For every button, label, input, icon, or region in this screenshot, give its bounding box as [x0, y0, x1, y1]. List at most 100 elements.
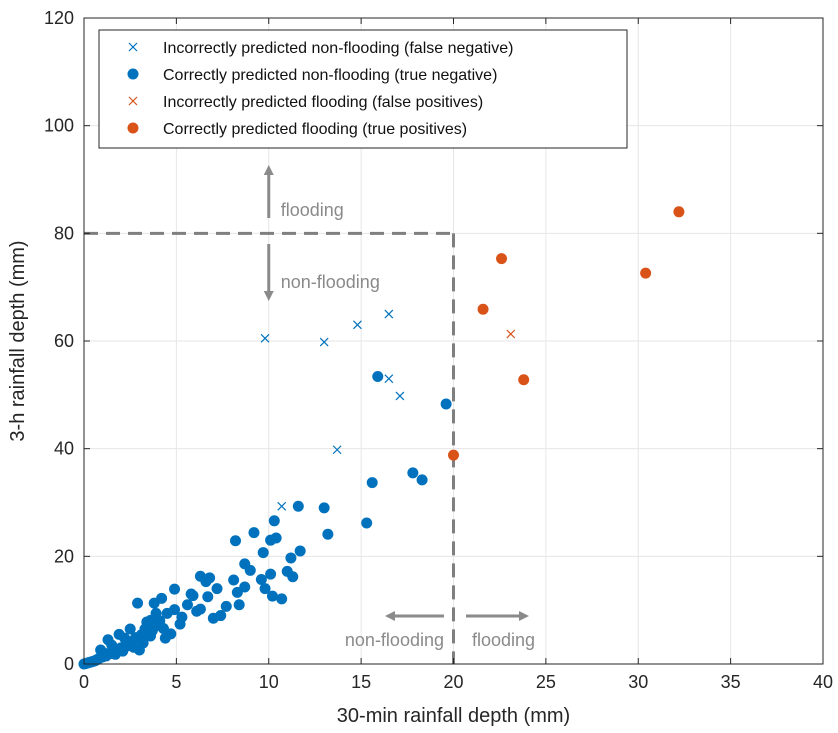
data-point-dot	[640, 267, 652, 279]
data-point-dot	[248, 527, 260, 539]
tick-labels: 0 5 10 15 20 25 30 35 40 0 20 40 60 80 100 120	[44, 8, 833, 692]
data-point-dot	[259, 583, 271, 595]
data-point-dot	[150, 607, 162, 619]
legend-box	[98, 29, 628, 149]
x-marker-stroke	[277, 501, 287, 511]
data-point-dot	[148, 597, 160, 609]
data-point-dot	[98, 647, 110, 659]
x-marker-stroke	[260, 333, 270, 343]
legend-label: Correctly predicted non-flooding (true n…	[163, 67, 497, 84]
data-point-dot	[518, 374, 530, 386]
data-point-dot	[120, 636, 132, 648]
data-point-dot	[361, 517, 373, 529]
y-tick-label: 0	[64, 654, 74, 674]
x-marker-stroke	[384, 374, 394, 384]
x-tick-label: 30	[628, 672, 648, 692]
data-point-dot	[233, 599, 245, 611]
data-point-dot	[220, 600, 232, 612]
data-point-dot	[191, 605, 203, 617]
legend-label: Incorrectly predicted flooding (false po…	[163, 94, 483, 111]
data-point-dot	[266, 590, 278, 602]
x-tick-label: 20	[443, 672, 463, 692]
data-point-dot	[204, 572, 216, 584]
legend-label: Incorrectly predicted non-flooding (fals…	[163, 40, 513, 57]
series-3	[448, 206, 685, 461]
data-point-dot	[145, 630, 157, 642]
data-point-cross	[395, 391, 405, 401]
data-point-cross	[384, 374, 394, 384]
x-marker-stroke	[319, 337, 329, 347]
legend-cross-icon	[128, 42, 138, 52]
x-marker-stroke	[128, 96, 138, 106]
data-point-dot	[207, 612, 219, 624]
data-point-dot	[109, 648, 121, 660]
data-point-dot	[268, 515, 280, 527]
data-point-cross	[384, 309, 394, 319]
data-point-cross	[319, 337, 329, 347]
x-tick-label: 5	[171, 672, 181, 692]
data-point-dot	[673, 206, 685, 218]
annotations: flooding non-flooding non-flooding flooding	[263, 165, 535, 650]
data-point-dot	[194, 570, 206, 582]
data-point-dot	[270, 532, 282, 544]
y-tick-label: 100	[44, 116, 74, 136]
legend-dot-icon	[127, 122, 139, 134]
data-point-dot	[133, 644, 145, 656]
y-tick-label: 60	[54, 331, 74, 351]
data-points	[78, 206, 685, 670]
annotation-non-flooding-left: non-flooding	[345, 630, 444, 650]
data-point-dot	[239, 558, 251, 570]
data-point-dot	[416, 474, 428, 486]
data-point-cross	[353, 320, 362, 330]
x-marker-stroke	[332, 445, 342, 455]
threshold-lines	[84, 231, 455, 664]
data-point-cross	[277, 501, 287, 511]
x-tick-label: 15	[351, 672, 371, 692]
data-point-dot	[141, 616, 153, 628]
data-point-cross	[260, 333, 270, 343]
x-axis-label: 30-min rainfall depth (mm)	[337, 705, 570, 727]
x-marker-stroke	[506, 329, 516, 339]
data-point-dot	[159, 632, 171, 644]
data-point-dot	[185, 588, 197, 600]
x-tick-label: 35	[721, 672, 741, 692]
data-point-dot	[255, 573, 267, 585]
data-point-dot	[318, 502, 330, 514]
data-point-dot	[287, 571, 299, 583]
axes	[83, 17, 824, 665]
data-point-dot	[106, 639, 118, 651]
data-point-dot	[496, 253, 508, 265]
series-2	[506, 329, 516, 339]
y-tick-label: 120	[44, 8, 74, 28]
data-point-dot	[181, 599, 193, 611]
x-marker-stroke	[384, 309, 394, 319]
x-tick-label: 10	[259, 672, 279, 692]
y-axis-label: 3-h rainfall depth (mm)	[7, 240, 29, 441]
legend-cross-icon	[128, 96, 138, 106]
data-point-dot	[366, 477, 378, 489]
data-point-dot	[372, 371, 384, 383]
data-point-dot	[285, 552, 297, 564]
legend-dot-icon	[127, 68, 139, 80]
x-marker-stroke	[395, 391, 405, 401]
x-tick-label: 0	[79, 672, 89, 692]
data-point-dot	[211, 583, 223, 595]
data-point-dot	[477, 303, 489, 315]
data-point-dot	[265, 568, 277, 580]
data-point-dot	[448, 449, 459, 461]
data-point-dot	[292, 500, 304, 512]
data-point-dot	[124, 623, 136, 635]
data-point-dot	[229, 535, 241, 547]
data-point-dot	[231, 586, 243, 598]
annotation-flooding-up: flooding	[281, 200, 344, 220]
y-tick-label: 20	[54, 546, 74, 566]
series-0	[260, 309, 405, 511]
data-point-dot	[161, 607, 173, 619]
data-point-dot	[169, 583, 181, 595]
data-point-dot	[440, 398, 452, 410]
data-point-dot	[276, 593, 288, 605]
y-tick-label: 80	[54, 223, 74, 243]
x-tick-label: 40	[813, 672, 833, 692]
x-tick-label: 25	[536, 672, 556, 692]
